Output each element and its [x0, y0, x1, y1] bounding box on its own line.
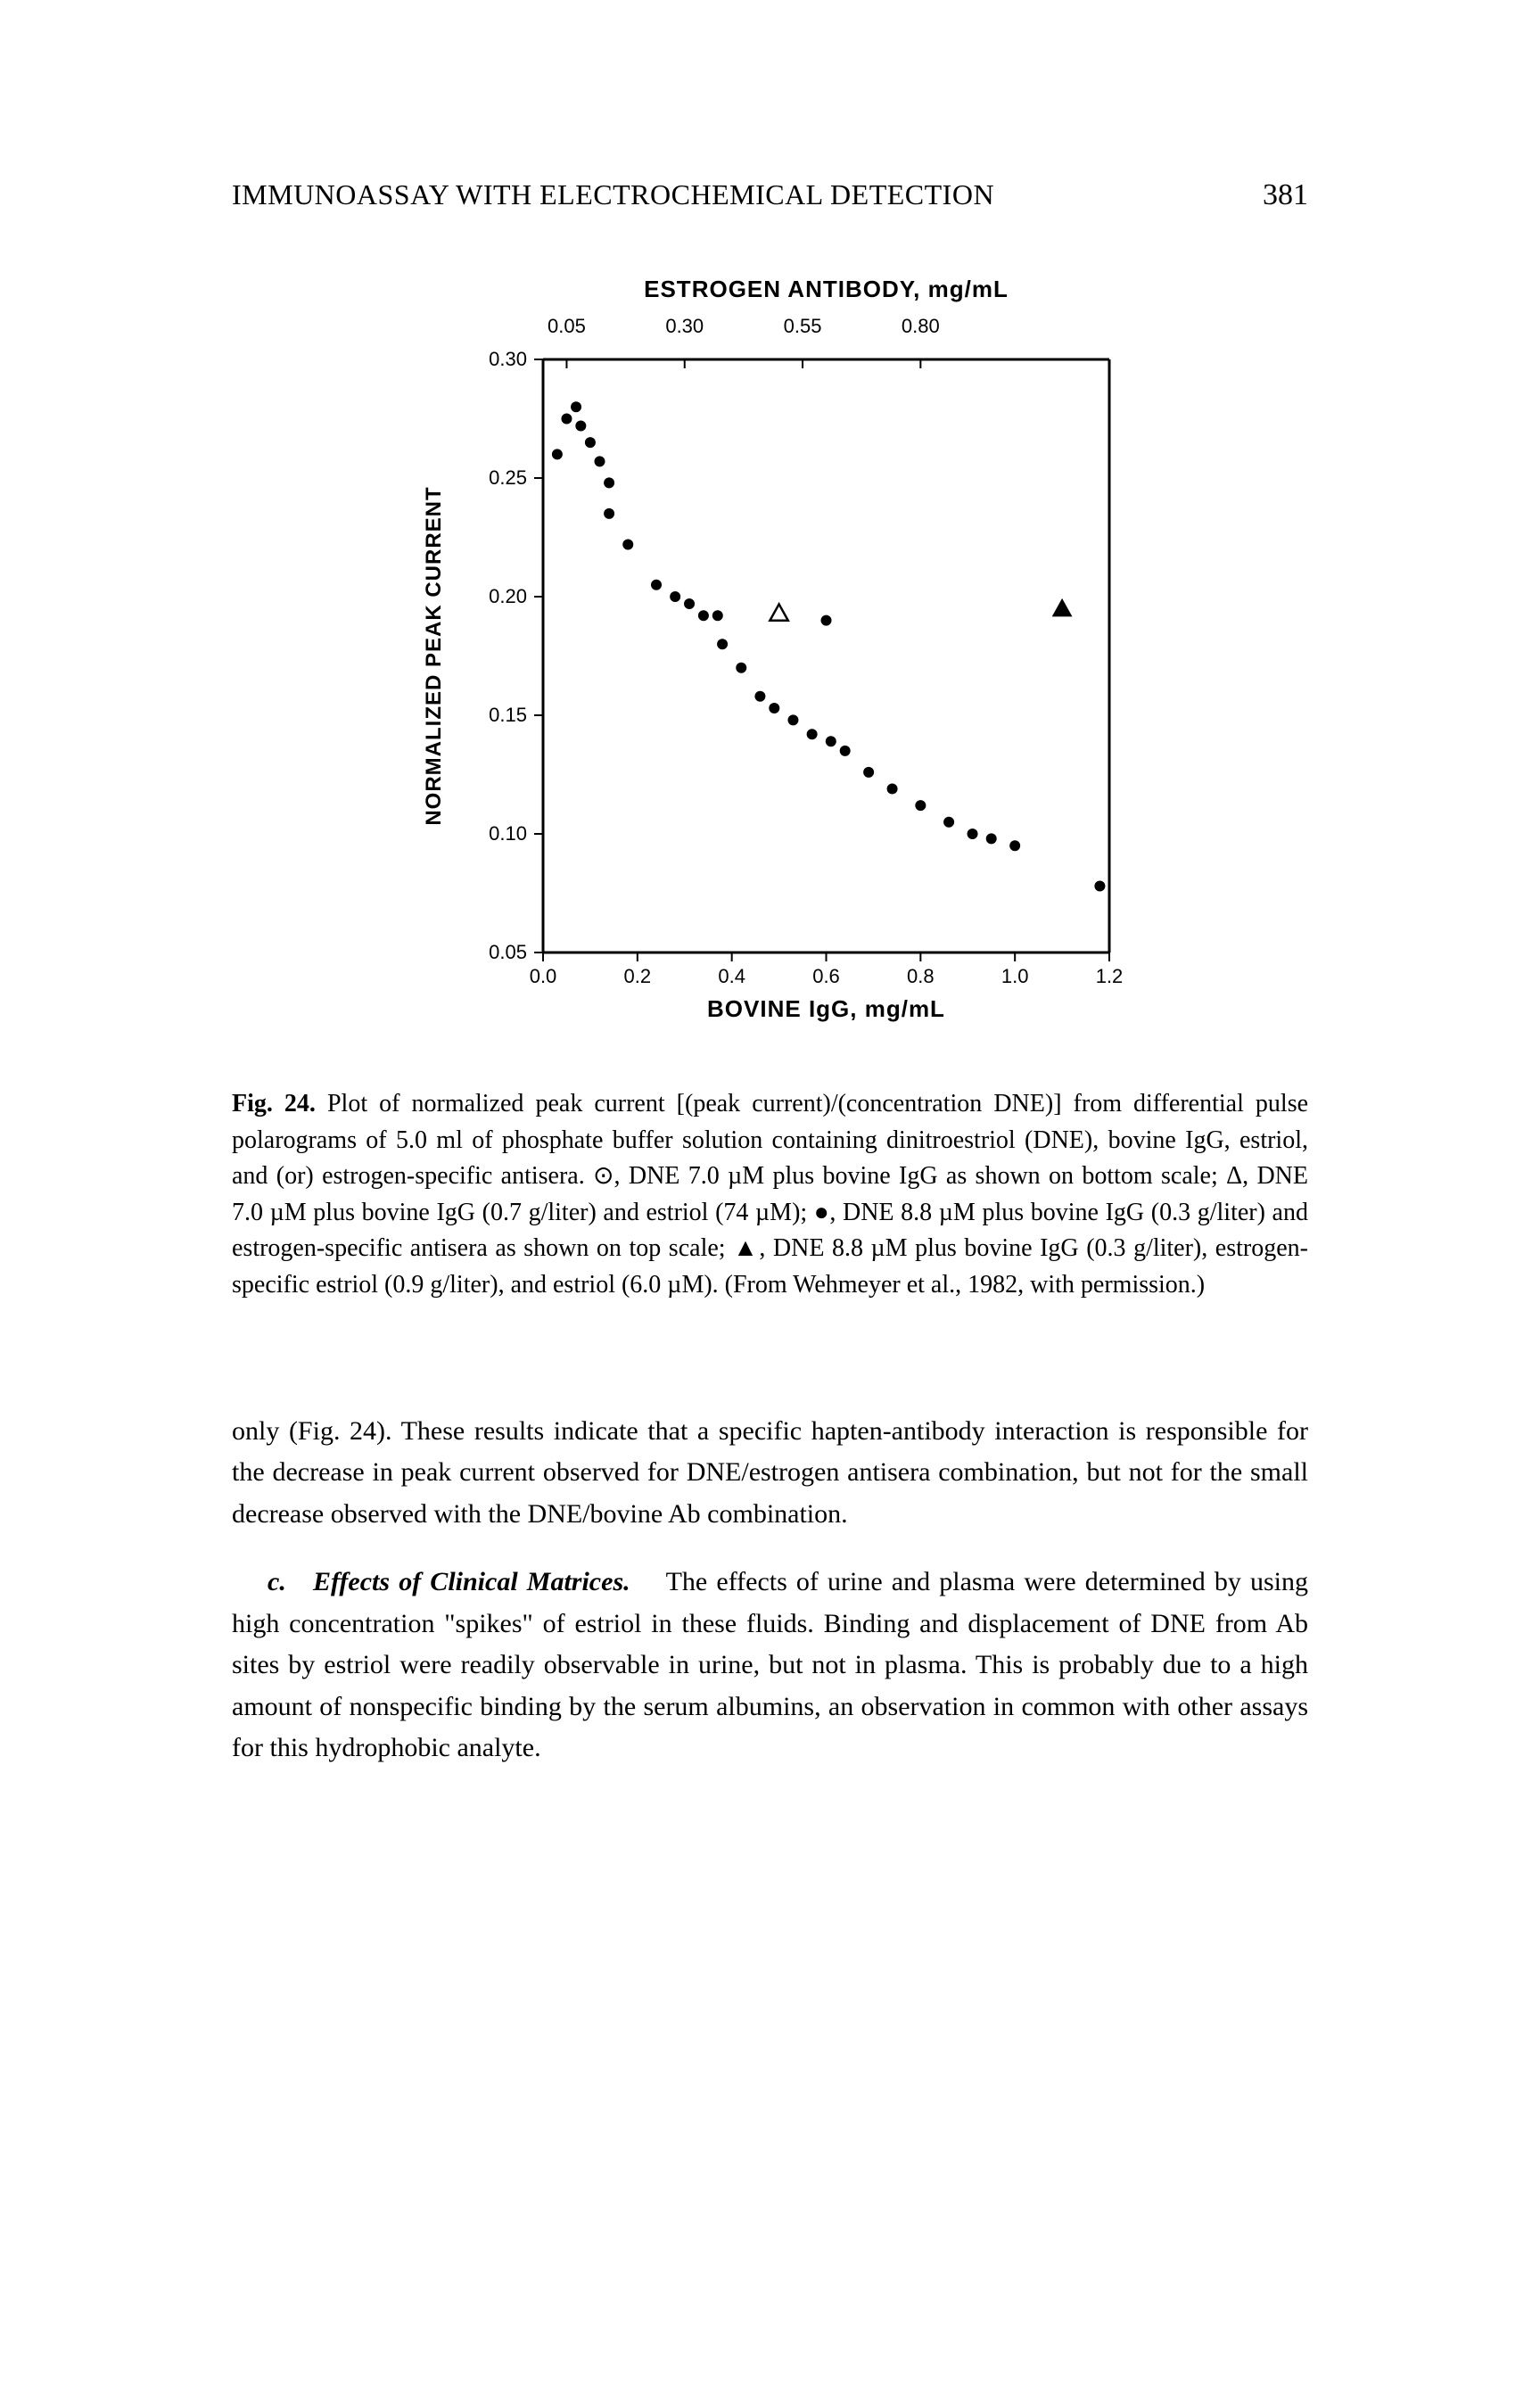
svg-text:0.8: 0.8	[907, 965, 935, 987]
figure-caption-text: Plot of normalized peak current [(peak c…	[232, 1090, 1308, 1299]
svg-text:1.0: 1.0	[1001, 965, 1028, 987]
svg-text:0.80: 0.80	[901, 315, 939, 337]
svg-text:0.2: 0.2	[623, 965, 651, 987]
svg-text:0.0: 0.0	[529, 965, 556, 987]
svg-text:0.4: 0.4	[718, 965, 745, 987]
svg-text:0.30: 0.30	[489, 348, 527, 370]
svg-text:0.55: 0.55	[783, 315, 821, 337]
figure-24-caption: Fig. 24. Plot of normalized peak current…	[232, 1086, 1308, 1304]
scatter-chart: ESTROGEN ANTIBODY, mg/mL0.050.300.550.80…	[405, 266, 1136, 1060]
running-title: IMMUNOASSAY WITH ELECTROCHEMICAL DETECTI…	[232, 178, 994, 211]
svg-text:0.05: 0.05	[489, 941, 527, 963]
svg-text:0.30: 0.30	[665, 315, 704, 337]
figure-24: ESTROGEN ANTIBODY, mg/mL0.050.300.550.80…	[232, 266, 1308, 1060]
svg-text:0.10: 0.10	[489, 822, 527, 845]
subsection-c: c. Effects of Clinical Matrices. The eff…	[232, 1562, 1308, 1769]
svg-text:BOVINE IgG, mg/mL: BOVINE IgG, mg/mL	[707, 995, 945, 1022]
running-header: IMMUNOASSAY WITH ELECTROCHEMICAL DETECTI…	[232, 178, 1308, 212]
svg-text:NORMALIZED PEAK CURRENT: NORMALIZED PEAK CURRENT	[422, 486, 446, 825]
svg-text:1.2: 1.2	[1095, 965, 1123, 987]
page-number: 381	[1263, 178, 1308, 212]
paragraph-continued: only (Fig. 24). These results indicate t…	[232, 1411, 1308, 1536]
subsection-letter: c.	[268, 1567, 286, 1596]
svg-text:0.6: 0.6	[812, 965, 840, 987]
figure-label: Fig. 24.	[232, 1090, 316, 1117]
svg-text:0.25: 0.25	[489, 466, 527, 489]
svg-text:0.15: 0.15	[489, 704, 527, 726]
svg-text:0.20: 0.20	[489, 585, 527, 607]
subsection-title: Effects of Clinical Matrices.	[313, 1567, 630, 1596]
svg-text:0.05: 0.05	[548, 315, 586, 337]
svg-text:ESTROGEN ANTIBODY, mg/mL: ESTROGEN ANTIBODY, mg/mL	[644, 276, 1009, 302]
